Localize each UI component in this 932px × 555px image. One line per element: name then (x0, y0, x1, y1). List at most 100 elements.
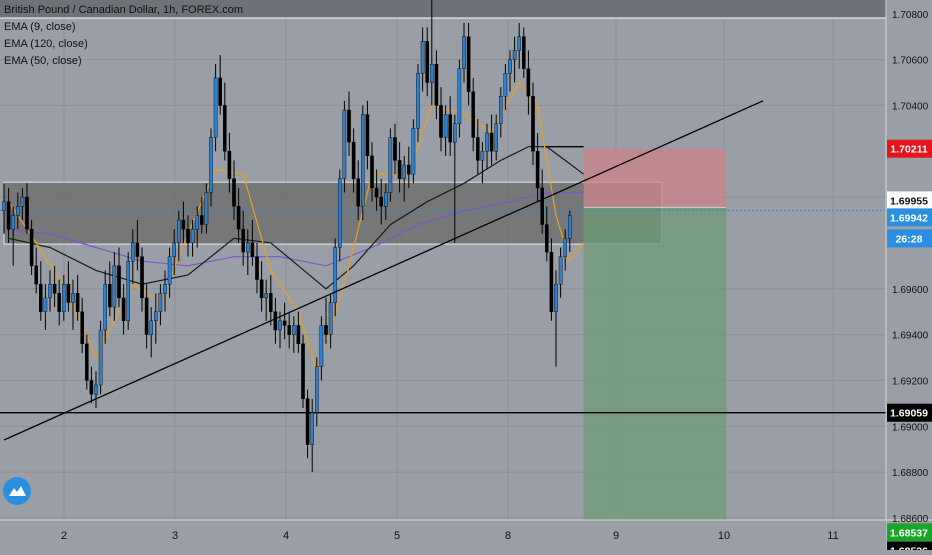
candle-body (416, 73, 420, 129)
candle-body (43, 297, 48, 312)
candle-body (434, 63, 439, 106)
candle-body (213, 77, 218, 138)
price-tick-label: 1.69600 (892, 285, 929, 296)
candle-body (66, 283, 71, 303)
candle-body (503, 73, 508, 97)
candle-body (411, 128, 416, 175)
candle-body (489, 132, 494, 152)
candle-body (558, 256, 563, 285)
candle-body (430, 63, 434, 83)
candles (2, 0, 572, 473)
candle-body (476, 137, 480, 161)
price-tag-bg (887, 229, 932, 248)
candle-body (374, 187, 379, 198)
candle-body (11, 215, 16, 230)
price-tag-bg (887, 208, 932, 227)
candle-body (402, 164, 407, 179)
ascending-trendline[interactable] (3, 100, 764, 441)
candle-body (526, 68, 531, 97)
candle-body (245, 242, 250, 253)
price-tick-label: 1.70800 (892, 10, 929, 21)
candle-body (52, 283, 57, 294)
candle-body (98, 329, 103, 386)
price-tag-label[interactable]: 1.69955 (890, 195, 928, 207)
indicator-ema-50[interactable]: EMA (50, close) (4, 55, 82, 67)
chart-title[interactable]: British Pound / Canadian Dollar, 1h, FOR… (4, 4, 244, 16)
take-profit-zone[interactable] (583, 207, 727, 533)
price-tick-label: 1.68800 (892, 468, 929, 479)
candle-body (16, 206, 20, 216)
candle-body (34, 265, 38, 285)
indicator-ema-9[interactable]: EMA (9, close) (4, 21, 76, 33)
price-tick-label: 1.69000 (892, 422, 929, 433)
price-tag-bg (887, 403, 932, 422)
candle-body (186, 228, 190, 244)
indicator-ema-120[interactable]: EMA (120, close) (4, 38, 88, 50)
candle-body (517, 36, 521, 51)
candle-body (315, 366, 319, 413)
candle-body (466, 36, 471, 92)
candle-body (103, 283, 107, 331)
candle-body (94, 384, 98, 395)
candle-body (39, 283, 43, 312)
price-tag-label[interactable]: 1.69942 (890, 212, 928, 224)
time-tick-label: 2 (61, 530, 67, 542)
candle-body (29, 228, 34, 267)
candle-body (319, 325, 324, 367)
zones (3, 148, 727, 533)
candle-body (121, 297, 126, 322)
candle-body (347, 109, 351, 143)
candle-body (71, 293, 75, 303)
candle-body (305, 398, 310, 445)
resistance-zone[interactable] (3, 181, 663, 245)
candle-body (6, 201, 11, 230)
time-tick-label: 11 (827, 530, 838, 542)
candle-body (282, 320, 287, 326)
candle-body (292, 325, 296, 335)
candle-body (301, 343, 305, 399)
price-tag-label[interactable]: 1.68537 (890, 527, 928, 539)
candle-body (278, 320, 282, 331)
tradingview-logo-icon[interactable] (3, 477, 31, 505)
price-tick-label: 1.69200 (892, 376, 929, 387)
candle-body (480, 151, 485, 161)
price-tag-bg (887, 139, 932, 158)
price-tick-label: 1.68600 (892, 514, 929, 525)
time-tick-label: 10 (718, 530, 730, 542)
candle-body (48, 283, 52, 299)
candle-body (158, 293, 163, 312)
candle-body (149, 320, 154, 335)
candle-body (236, 206, 241, 230)
price-tag-label[interactable]: 1.70211 (890, 144, 928, 156)
candle-body (2, 201, 6, 212)
candle-body (117, 265, 121, 299)
candle-body (204, 192, 209, 225)
price-tag-label[interactable]: 1.69059 (890, 408, 928, 420)
stop-loss-zone[interactable] (583, 148, 727, 208)
candle-body (176, 219, 181, 244)
candle-body (25, 196, 29, 230)
logo[interactable] (3, 477, 31, 505)
candle-body (448, 114, 453, 143)
top-band (0, 0, 886, 19)
price-tag-label[interactable]: 1.68536 (890, 546, 928, 555)
candle-body (227, 151, 232, 179)
candle-body (425, 41, 430, 83)
candle-body (241, 228, 246, 253)
candle-body (554, 283, 558, 312)
candle-body (57, 293, 61, 312)
price-tag-label[interactable]: 26:28 (896, 233, 923, 245)
candle-body (499, 96, 503, 124)
candle-body (310, 412, 315, 445)
candle-body (471, 91, 476, 138)
candle-body (522, 36, 526, 69)
trendline-group[interactable] (3, 100, 764, 441)
candle-body (407, 164, 411, 175)
candle-body (540, 187, 544, 225)
candle-body (296, 325, 301, 344)
time-tick-label: 5 (394, 530, 400, 542)
candle-body (163, 283, 167, 294)
candle-body (351, 141, 356, 179)
